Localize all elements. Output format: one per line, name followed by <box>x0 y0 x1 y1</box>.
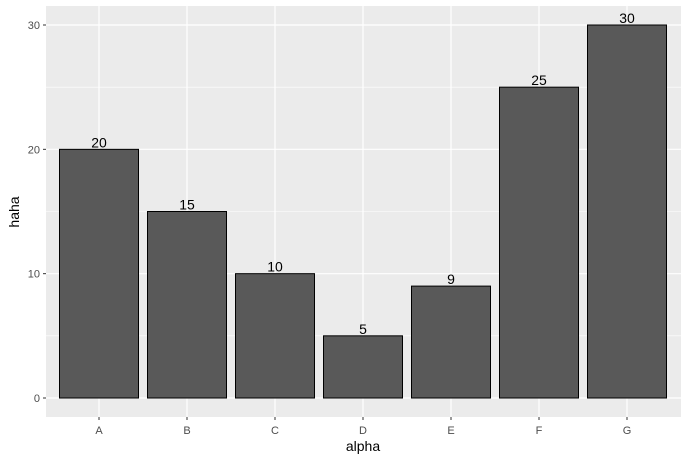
y-tick-label: 20 <box>28 144 40 156</box>
x-tick-label: G <box>623 425 632 437</box>
y-tick-label: 0 <box>34 393 40 405</box>
y-axis-title: haha <box>6 196 22 227</box>
bar-D <box>323 335 403 399</box>
data-label-C: 10 <box>267 259 283 275</box>
data-label-E: 9 <box>447 271 455 287</box>
data-label-G: 30 <box>619 10 635 26</box>
bar-A <box>59 148 139 399</box>
bars <box>59 24 667 399</box>
bar-B <box>147 211 227 399</box>
x-tick-label: A <box>95 425 103 437</box>
y-tick-label: 10 <box>28 269 40 281</box>
data-label-B: 15 <box>179 197 195 213</box>
x-axis-title: alpha <box>346 438 380 454</box>
data-label-F: 25 <box>531 72 547 88</box>
data-label-A: 20 <box>91 134 107 150</box>
data-label-D: 5 <box>359 321 367 337</box>
y-tick-label: 30 <box>28 20 40 32</box>
x-tick-label: F <box>536 425 543 437</box>
bar-F <box>499 86 579 399</box>
x-tick-label: E <box>447 425 454 437</box>
x-tick-label: B <box>183 425 190 437</box>
x-tick-label: D <box>359 425 367 437</box>
x-axis: A B C D E F G <box>95 417 631 437</box>
data-labels: 20 15 10 5 9 25 30 <box>91 10 635 337</box>
y-axis: 0 10 20 30 <box>28 20 46 405</box>
bar-C <box>235 273 315 399</box>
bar-E <box>411 285 491 399</box>
x-tick-label: C <box>271 425 279 437</box>
bar-G <box>587 24 667 399</box>
